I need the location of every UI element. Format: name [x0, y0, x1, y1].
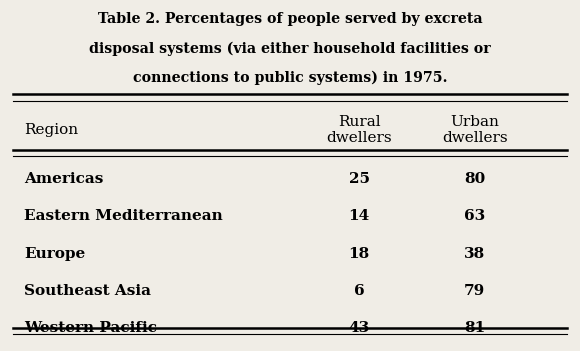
Text: Rural
dwellers: Rural dwellers	[327, 115, 392, 145]
Text: Eastern Mediterranean: Eastern Mediterranean	[24, 209, 223, 223]
Text: Southeast Asia: Southeast Asia	[24, 284, 151, 298]
Text: 14: 14	[349, 209, 370, 223]
Text: 63: 63	[464, 209, 485, 223]
Text: 6: 6	[354, 284, 365, 298]
Text: 81: 81	[464, 321, 485, 335]
Text: 43: 43	[349, 321, 370, 335]
Text: Table 2. Percentages of people served by excreta: Table 2. Percentages of people served by…	[97, 12, 483, 26]
Text: 25: 25	[349, 172, 370, 186]
Text: 38: 38	[464, 246, 485, 260]
Text: 80: 80	[464, 172, 485, 186]
Text: Urban
dwellers: Urban dwellers	[442, 115, 508, 145]
Text: 79: 79	[464, 284, 485, 298]
Text: connections to public systems) in 1975.: connections to public systems) in 1975.	[133, 71, 447, 85]
Text: 18: 18	[349, 246, 370, 260]
Text: Western Pacific: Western Pacific	[24, 321, 158, 335]
Text: Region: Region	[24, 123, 79, 137]
Text: Europe: Europe	[24, 246, 86, 260]
Text: Americas: Americas	[24, 172, 104, 186]
Text: disposal systems (via either household facilities or: disposal systems (via either household f…	[89, 41, 491, 56]
